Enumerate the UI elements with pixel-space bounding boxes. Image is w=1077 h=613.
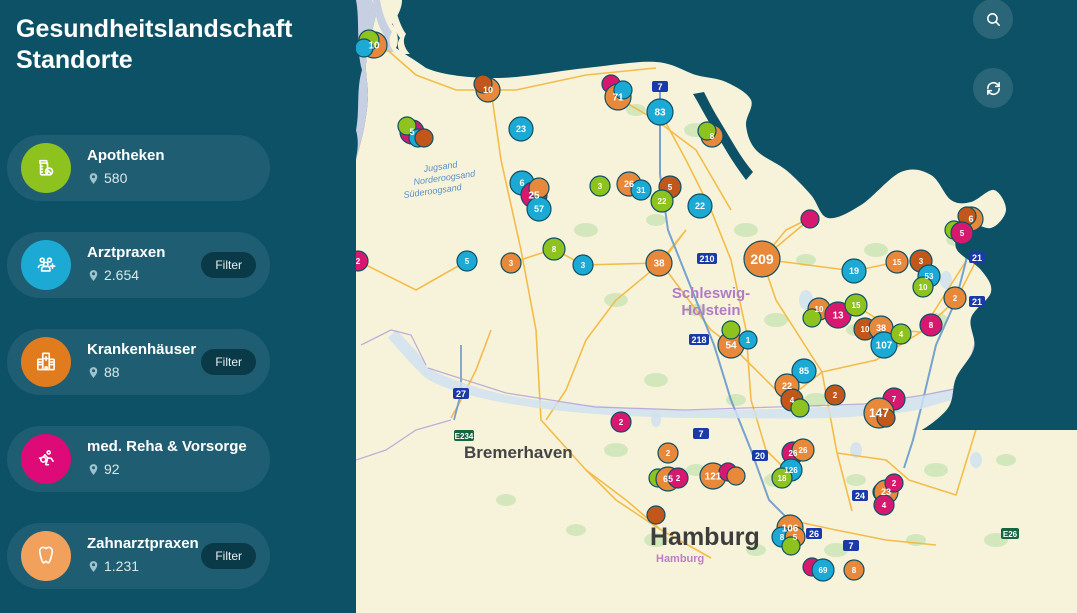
svg-text:21: 21 <box>972 297 982 307</box>
svg-text:Schleswig-: Schleswig- <box>672 285 750 302</box>
svg-text:121: 121 <box>705 472 722 483</box>
svg-text:2: 2 <box>356 257 361 266</box>
svg-text:7: 7 <box>698 429 703 439</box>
svg-text:6: 6 <box>519 178 524 188</box>
svg-text:57: 57 <box>534 204 544 214</box>
svg-text:13: 13 <box>832 311 844 322</box>
svg-text:8: 8 <box>929 321 934 330</box>
svg-text:218: 218 <box>691 335 706 345</box>
svg-text:2: 2 <box>953 294 958 303</box>
svg-text:15: 15 <box>893 258 902 267</box>
svg-text:21: 21 <box>972 253 982 263</box>
svg-text:26: 26 <box>789 449 798 458</box>
svg-text:25: 25 <box>528 191 540 202</box>
svg-text:23: 23 <box>881 487 891 497</box>
svg-text:3: 3 <box>509 259 514 268</box>
svg-text:26: 26 <box>799 446 808 455</box>
svg-text:71: 71 <box>612 93 624 104</box>
svg-text:8: 8 <box>780 533 785 542</box>
svg-text:1: 1 <box>746 336 751 345</box>
svg-text:209: 209 <box>750 251 774 267</box>
svg-text:53: 53 <box>925 272 934 281</box>
svg-text:10: 10 <box>368 41 380 52</box>
svg-text:18: 18 <box>778 474 787 483</box>
svg-text:3: 3 <box>598 182 603 191</box>
svg-text:27: 27 <box>456 389 466 399</box>
svg-text:69: 69 <box>819 566 828 575</box>
svg-text:147: 147 <box>869 406 889 420</box>
svg-text:5: 5 <box>409 127 414 137</box>
svg-text:7: 7 <box>892 395 897 404</box>
svg-text:6: 6 <box>968 214 973 224</box>
svg-text:4: 4 <box>899 330 904 339</box>
svg-text:107: 107 <box>876 341 893 352</box>
svg-text:2: 2 <box>892 479 897 488</box>
svg-text:3: 3 <box>581 261 586 270</box>
svg-text:31: 31 <box>637 186 646 195</box>
svg-text:10: 10 <box>815 305 824 314</box>
svg-text:8: 8 <box>852 566 857 575</box>
svg-text:Holstein: Holstein <box>681 302 740 319</box>
svg-text:5: 5 <box>465 257 470 266</box>
svg-text:E234: E234 <box>455 432 474 441</box>
svg-text:23: 23 <box>516 124 526 134</box>
svg-text:7: 7 <box>657 82 662 92</box>
svg-text:20: 20 <box>755 451 765 461</box>
svg-text:22: 22 <box>782 381 792 391</box>
svg-text:26: 26 <box>809 529 819 539</box>
svg-text:2: 2 <box>619 418 624 427</box>
svg-text:38: 38 <box>653 259 665 270</box>
svg-text:Hamburg: Hamburg <box>656 553 704 565</box>
svg-text:3: 3 <box>919 257 924 266</box>
svg-text:85: 85 <box>799 366 809 376</box>
svg-text:5: 5 <box>960 229 965 238</box>
svg-text:10: 10 <box>483 85 493 95</box>
svg-text:4: 4 <box>882 501 887 510</box>
svg-text:38: 38 <box>876 323 886 333</box>
svg-text:2: 2 <box>833 391 838 400</box>
svg-text:83: 83 <box>654 108 666 119</box>
svg-text:65: 65 <box>663 474 673 484</box>
svg-text:22: 22 <box>695 201 705 211</box>
svg-text:4: 4 <box>790 396 795 405</box>
svg-text:26: 26 <box>624 179 634 189</box>
svg-text:Bremerhaven: Bremerhaven <box>464 443 573 462</box>
svg-text:5: 5 <box>793 533 798 542</box>
svg-text:54: 54 <box>725 341 737 352</box>
svg-text:10: 10 <box>919 283 928 292</box>
svg-text:8: 8 <box>552 245 557 254</box>
svg-text:2: 2 <box>676 474 681 483</box>
svg-text:5: 5 <box>668 183 673 192</box>
svg-text:E26: E26 <box>1003 530 1018 539</box>
svg-text:15: 15 <box>852 301 861 310</box>
svg-text:2: 2 <box>666 449 671 458</box>
svg-text:24: 24 <box>855 491 865 501</box>
svg-text:7: 7 <box>848 541 853 551</box>
svg-text:210: 210 <box>699 254 714 264</box>
svg-text:22: 22 <box>658 197 667 206</box>
svg-text:10: 10 <box>861 325 870 334</box>
svg-text:19: 19 <box>849 266 859 276</box>
svg-text:8: 8 <box>710 132 715 141</box>
svg-text:Hamburg: Hamburg <box>650 523 760 551</box>
